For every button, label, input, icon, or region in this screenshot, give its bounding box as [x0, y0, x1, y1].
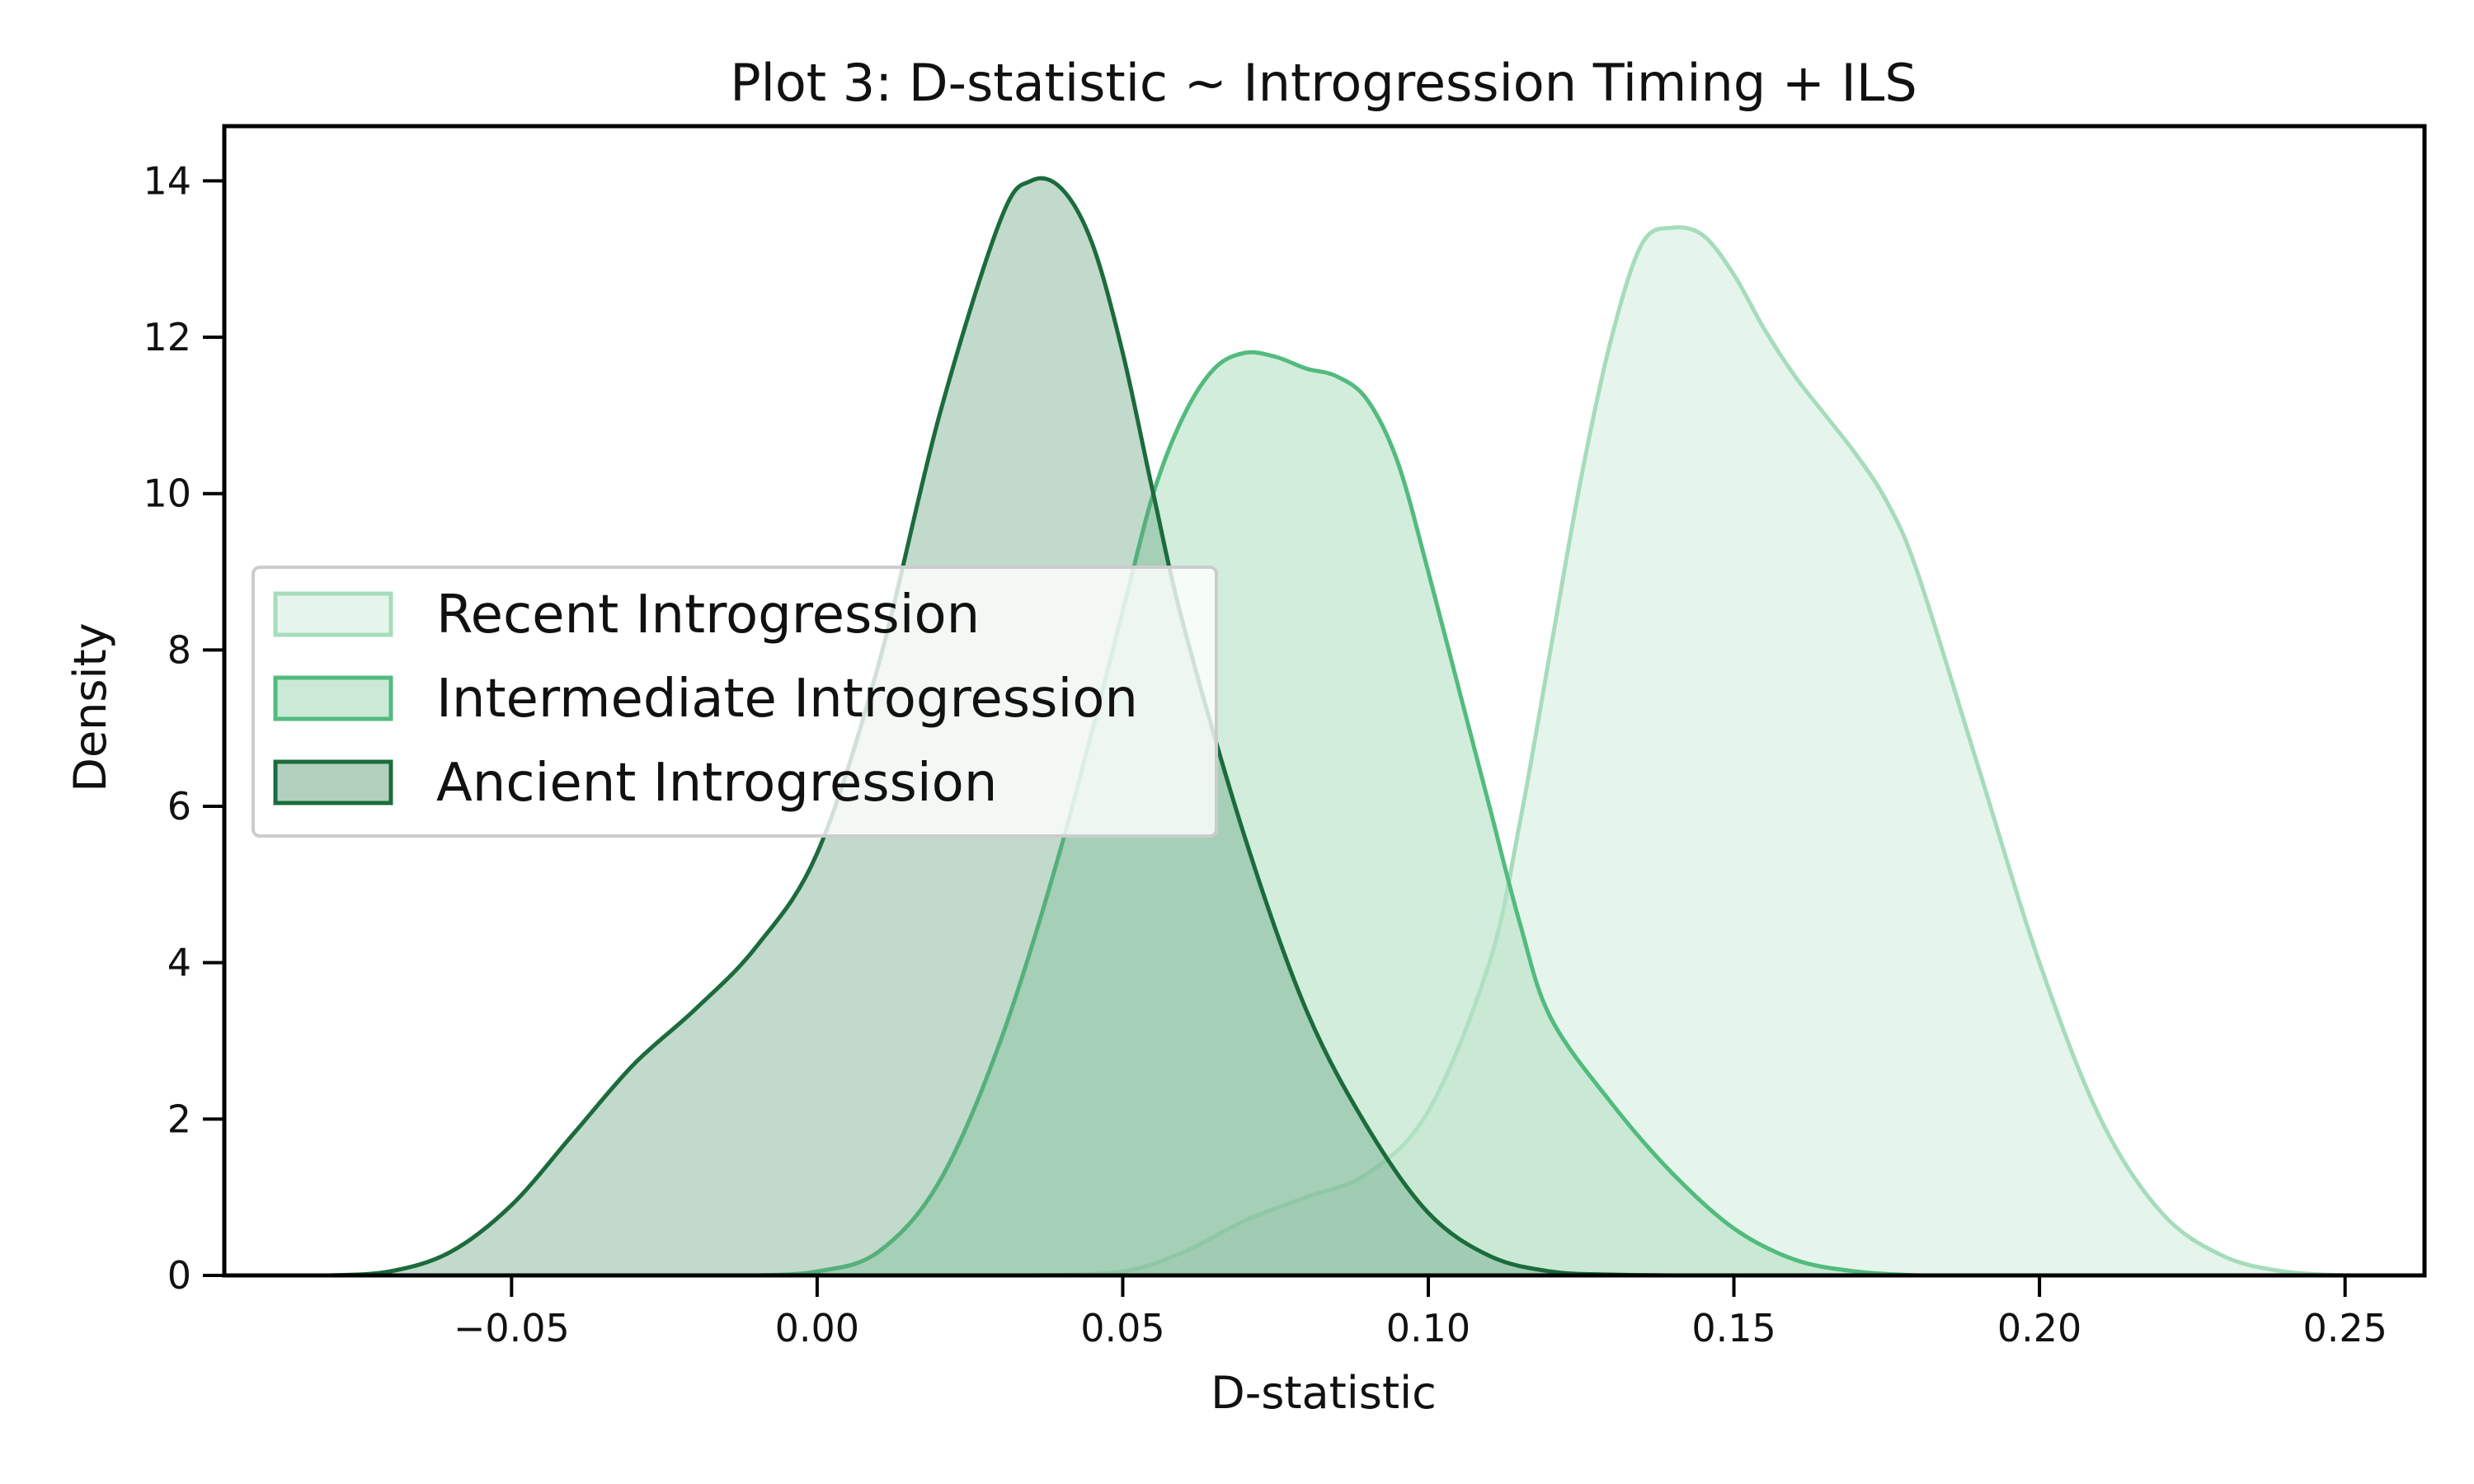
x-tick-label: 0.00	[775, 1306, 859, 1350]
legend-swatch	[273, 675, 393, 721]
y-tick-label: 6	[167, 784, 191, 829]
legend-label: Recent Introgression	[436, 585, 980, 646]
x-tick-label: 0.10	[1386, 1306, 1470, 1350]
series-2-area	[755, 352, 1917, 1275]
series-3-line	[327, 176, 1673, 1278]
legend-swatch	[273, 759, 393, 805]
y-tick-label: 12	[143, 315, 191, 359]
y-tick-label: 2	[167, 1097, 191, 1141]
y-tick-label: 10	[143, 472, 191, 516]
legend-label: Intermediate Introgression	[436, 669, 1138, 730]
series-2	[755, 350, 1918, 1278]
legend-item: Recent Introgression	[273, 585, 980, 646]
y-tick-label: 14	[143, 158, 191, 203]
y-tick-label: 0	[167, 1253, 191, 1298]
series-2-line	[755, 350, 1918, 1278]
series-1-area	[1031, 227, 2345, 1275]
y-tick-label: 8	[167, 627, 191, 672]
y-tick-label: 4	[167, 941, 191, 985]
chart-title: Plot 3: D-statistic ~ Introgression Timi…	[730, 53, 1917, 113]
legend-box	[252, 566, 1218, 838]
legend-item: Ancient Introgression	[273, 753, 997, 814]
x-tick-label: 0.05	[1080, 1306, 1164, 1350]
x-tick-label: −0.05	[454, 1306, 570, 1350]
legend: Recent Introgression Intermediate Introgr…	[252, 566, 1218, 838]
x-tick-label: 0.25	[2302, 1306, 2387, 1350]
legend-label: Ancient Introgression	[436, 753, 997, 814]
plot-frame	[222, 124, 2427, 1278]
x-axis-label: D-statistic	[1211, 1367, 1437, 1419]
x-tick-label: 0.15	[1691, 1306, 1776, 1350]
legend-item: Intermediate Introgression	[273, 669, 1138, 730]
y-axis-label: Density	[64, 622, 116, 791]
x-tick-label: 0.20	[1997, 1306, 2081, 1350]
axes-layer: −0.05 0.00 0.05 0.10 0.15 0.20 0.25 0 2 4 6 8 10 12 14	[143, 124, 2427, 1350]
legend-swatch	[273, 591, 393, 637]
